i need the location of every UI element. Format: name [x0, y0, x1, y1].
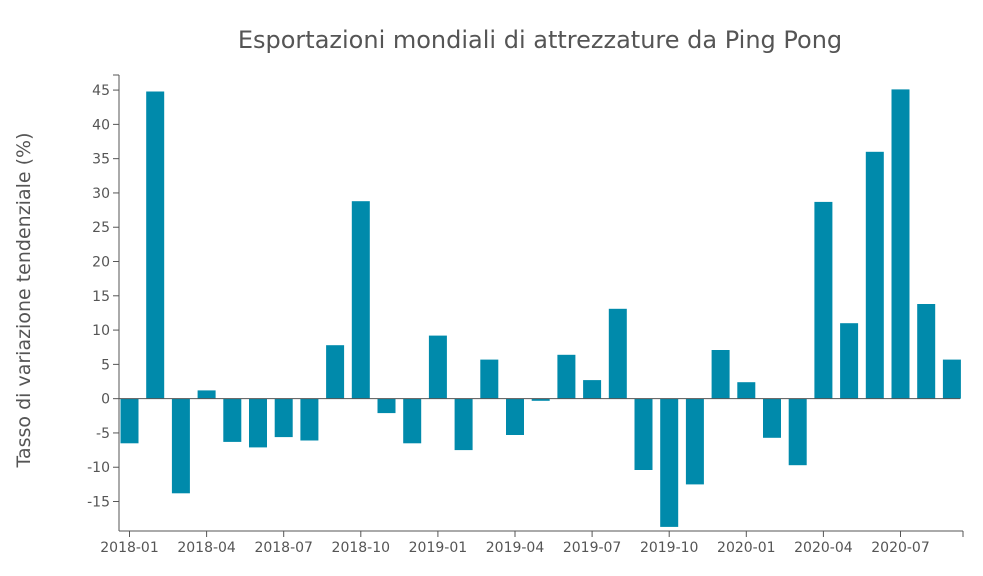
- bar-2020-06: [865, 151, 884, 399]
- bar-2019-10: [660, 398, 679, 527]
- bar-2019-09: [634, 398, 653, 470]
- bar-2018-07: [274, 398, 293, 438]
- x-tick-label: 2020-01: [717, 540, 776, 556]
- bar-2020-08: [917, 304, 936, 399]
- bar-2018-12: [403, 398, 422, 444]
- bar-2018-02: [146, 91, 165, 399]
- y-tick-label: -10: [87, 460, 110, 476]
- y-tick-label: 30: [92, 186, 110, 202]
- bar-2018-01: [120, 398, 139, 444]
- x-tick-label: 2020-07: [871, 540, 930, 556]
- x-tick-label: 2019-04: [486, 540, 545, 556]
- bar-2020-09: [942, 359, 961, 399]
- bars-layer: [120, 89, 961, 527]
- bar-2020-07: [891, 89, 910, 399]
- y-tick-label: 10: [92, 323, 110, 339]
- bar-2018-11: [377, 398, 396, 414]
- x-tick-label: 2018-07: [254, 540, 313, 556]
- y-tick-label: 35: [92, 152, 110, 168]
- bar-2018-03: [171, 398, 190, 494]
- bar-2019-12: [711, 350, 730, 399]
- bar-2018-09: [326, 345, 345, 399]
- x-tick-label: 2018-10: [332, 540, 391, 556]
- bar-2019-06: [557, 354, 576, 399]
- y-tick-label: 0: [101, 392, 110, 408]
- bar-2020-05: [840, 323, 859, 399]
- bar-2018-04: [197, 390, 216, 399]
- x-tick-label: 2019-01: [409, 540, 468, 556]
- bar-2019-08: [608, 308, 627, 399]
- bar-2018-05: [223, 398, 242, 442]
- bar-2019-03: [480, 359, 499, 399]
- y-tick-label: 25: [92, 220, 110, 236]
- x-tick-label: 2018-01: [100, 540, 159, 556]
- y-tick-label: -15: [87, 495, 110, 511]
- bar-2020-02: [763, 398, 781, 438]
- bar-2019-01: [428, 335, 447, 399]
- bar-2019-04: [506, 398, 524, 435]
- bar-2020-04: [814, 201, 833, 399]
- axes-layer: -15 -10 -5 0 5 10 15 20 25 30 35 40 45 2018-01 2018-04…: [87, 74, 964, 556]
- x-tick-label: 2019-10: [640, 540, 699, 556]
- y-tick-label: 15: [92, 289, 110, 305]
- bar-2019-11: [685, 398, 704, 485]
- bar-2020-03: [788, 398, 807, 466]
- bar-2018-10: [351, 201, 370, 399]
- x-tick-label: 2020-04: [794, 540, 853, 556]
- y-axis-title: Tasso di variazione tendenziale (%): [13, 133, 35, 469]
- bar-2019-05: [531, 398, 550, 401]
- chart-title: Esportazioni mondiali di attrezzature da…: [237, 26, 843, 54]
- bar-2020-01: [737, 382, 756, 399]
- bar-2019-07: [583, 380, 602, 399]
- bar-2018-08: [300, 398, 319, 441]
- y-tick-label: 45: [92, 83, 110, 99]
- x-tick-label: 2019-07: [563, 540, 622, 556]
- y-tick-label: -5: [96, 426, 110, 442]
- bar-2019-02: [454, 398, 473, 451]
- x-tick-label: 2018-04: [177, 540, 236, 556]
- y-tick-label: 5: [101, 357, 110, 373]
- y-tick-label: 40: [92, 117, 110, 133]
- y-tick-label: 20: [92, 255, 110, 271]
- bar-2018-06: [249, 398, 267, 448]
